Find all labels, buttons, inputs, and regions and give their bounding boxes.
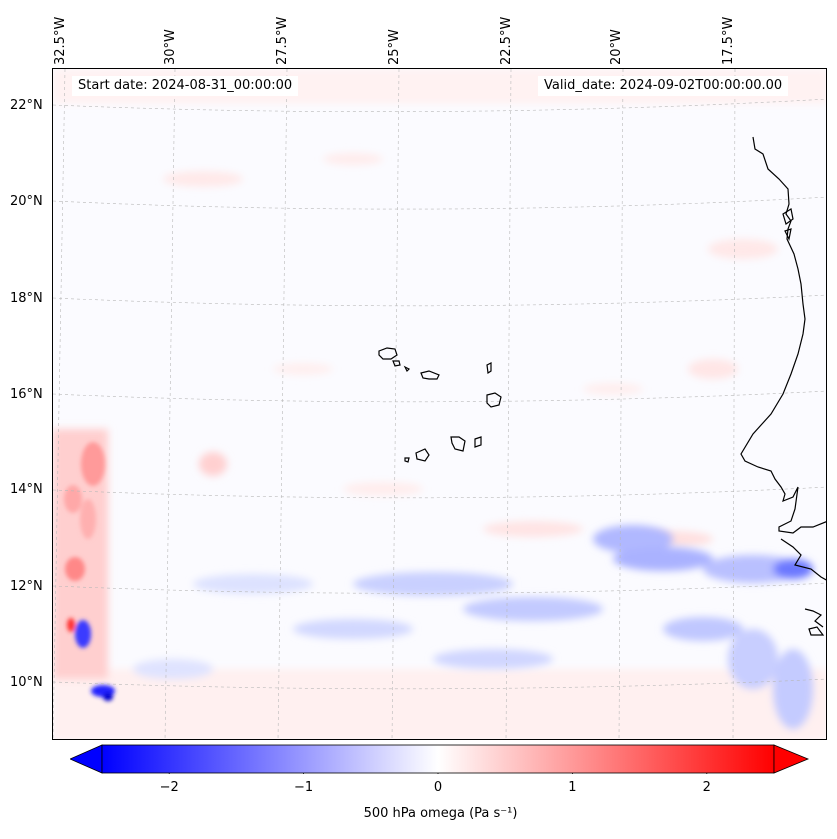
colorbar-max-extend bbox=[773, 744, 810, 774]
lat-label-20n: 20°N bbox=[10, 194, 43, 209]
lat-label-12n: 12°N bbox=[10, 579, 43, 594]
colorbar-tick-label: 1 bbox=[568, 780, 577, 795]
lat-label-22n: 22°N bbox=[10, 98, 43, 113]
lon-label-22-5w: 22.5°W bbox=[499, 16, 514, 65]
colorbar-min-extend bbox=[70, 744, 103, 774]
map-panel[interactable] bbox=[52, 68, 827, 740]
graticule bbox=[53, 69, 826, 739]
start-date-label: Start date: 2024-08-31_00:00:00 bbox=[72, 76, 299, 96]
lon-label-20w: 20°W bbox=[609, 29, 624, 65]
colorbar-label: 500 hPa omega (Pa s⁻¹) bbox=[363, 806, 518, 821]
negative-omega-band bbox=[133, 525, 813, 729]
lat-label-18n: 18°N bbox=[10, 291, 43, 306]
coastline bbox=[378, 136, 826, 636]
lat-label-14n: 14°N bbox=[10, 482, 43, 497]
lon-label-17-5w: 17.5°W bbox=[721, 16, 736, 65]
lon-label-25w: 25°W bbox=[387, 29, 402, 65]
omega-field-map bbox=[53, 69, 826, 739]
colorbar-tick-label: −2 bbox=[159, 780, 179, 795]
lon-label-32-5w: 32.5°W bbox=[53, 16, 68, 65]
colorbar-gradient bbox=[101, 744, 775, 774]
colorbar-tick-label: −1 bbox=[294, 780, 314, 795]
lon-label-27-5w: 27.5°W bbox=[275, 16, 290, 65]
lon-label-30w: 30°W bbox=[163, 29, 178, 65]
colorbar bbox=[70, 744, 810, 774]
colorbar-tick-label: 2 bbox=[702, 780, 711, 795]
lat-label-16n: 16°N bbox=[10, 387, 43, 402]
left-edge-features bbox=[64, 442, 115, 701]
colorbar-tick-label: 0 bbox=[433, 780, 443, 795]
lat-label-10n: 10°N bbox=[10, 675, 43, 690]
valid-date-label: Valid_date: 2024-09-02T00:00:00.00 bbox=[538, 76, 789, 96]
